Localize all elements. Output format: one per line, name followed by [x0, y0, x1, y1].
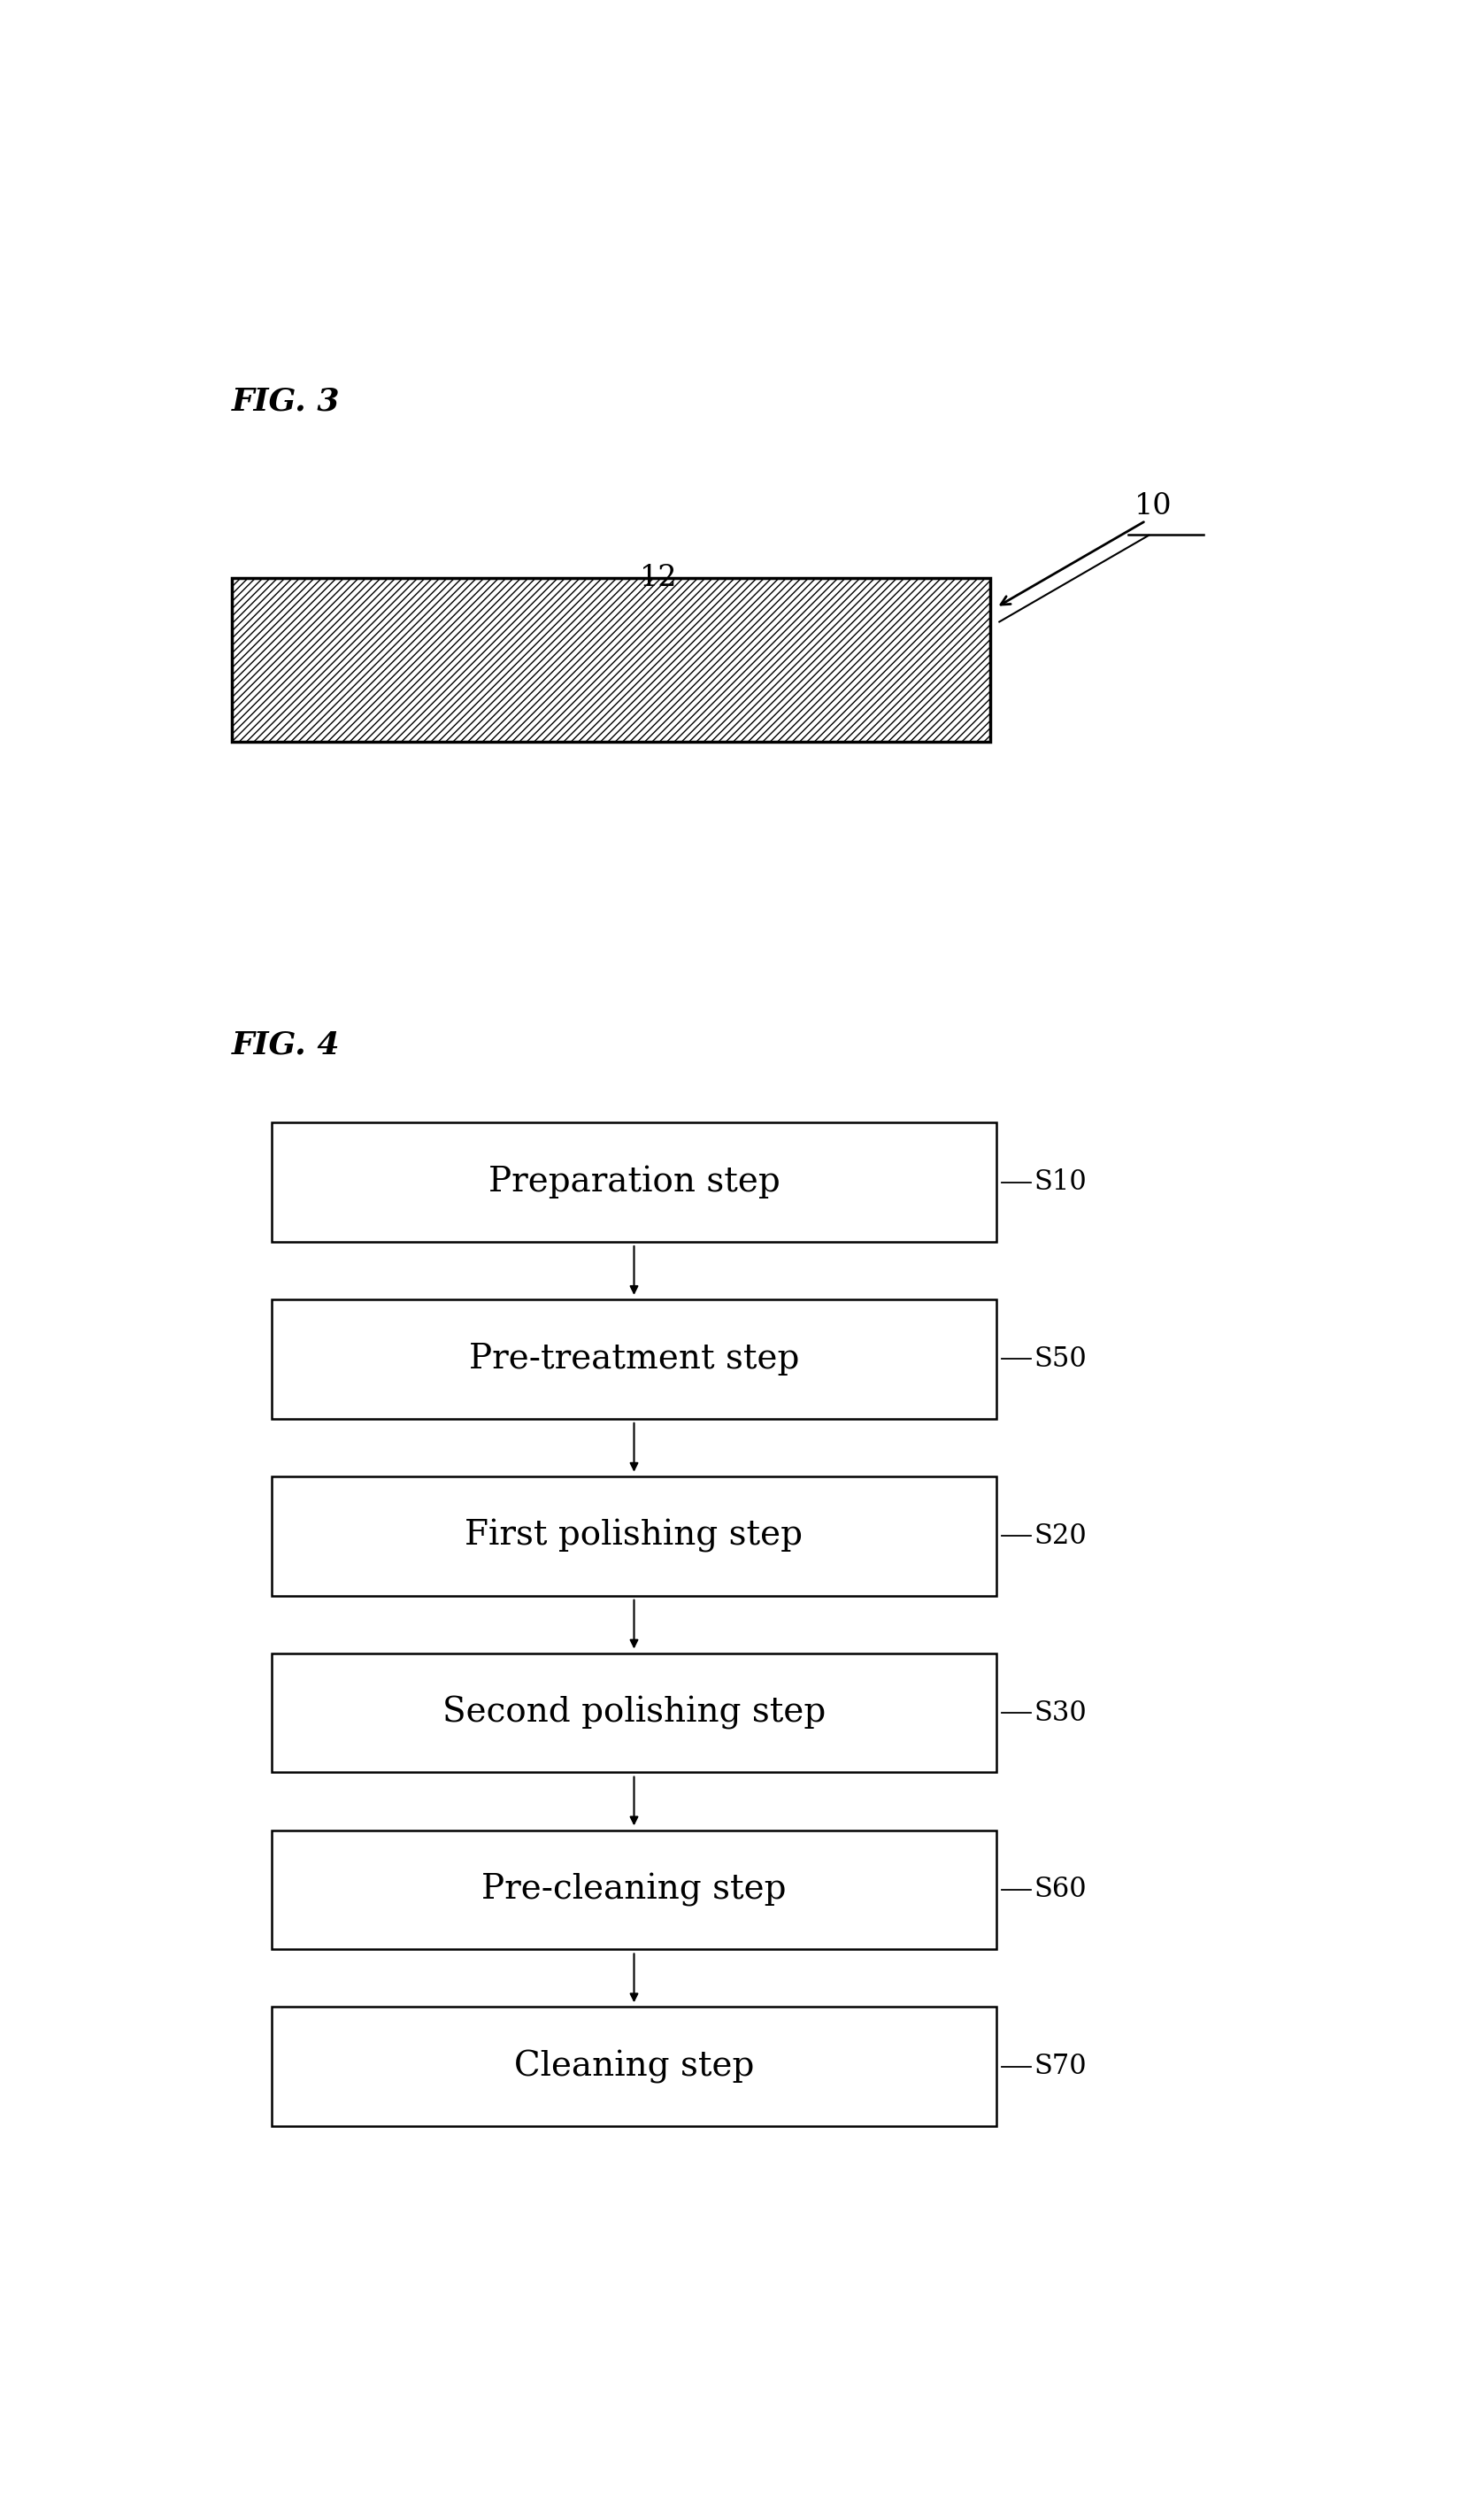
Bar	[272, 1830, 996, 1950]
Text: S30: S30	[1034, 1698, 1088, 1725]
Text: S10: S10	[1034, 1169, 1088, 1196]
Text: FIG. 4: FIG. 4	[232, 1031, 340, 1061]
Text: S70: S70	[1034, 2053, 1088, 2080]
Text: Preparation step: Preparation step	[488, 1166, 781, 1199]
Bar	[272, 1653, 996, 1773]
Text: S50: S50	[1034, 1346, 1088, 1373]
Text: S60: S60	[1034, 1875, 1088, 1903]
Bar	[232, 579, 991, 742]
Bar	[272, 1476, 996, 1596]
Bar	[272, 1298, 996, 1418]
Text: FIG. 3: FIG. 3	[232, 387, 340, 417]
Text: 12: 12	[640, 564, 677, 592]
Text: Second polishing step: Second polishing step	[442, 1695, 825, 1730]
Text: Cleaning step: Cleaning step	[513, 2050, 754, 2082]
Text: Pre-treatment step: Pre-treatment step	[469, 1343, 800, 1376]
Text: 10: 10	[1134, 492, 1172, 519]
Text: First polishing step: First polishing step	[464, 1518, 803, 1553]
Bar	[272, 2008, 996, 2127]
Bar	[272, 1124, 996, 1241]
Text: S20: S20	[1034, 1523, 1088, 1551]
Text: Pre-cleaning step: Pre-cleaning step	[482, 1873, 787, 1908]
